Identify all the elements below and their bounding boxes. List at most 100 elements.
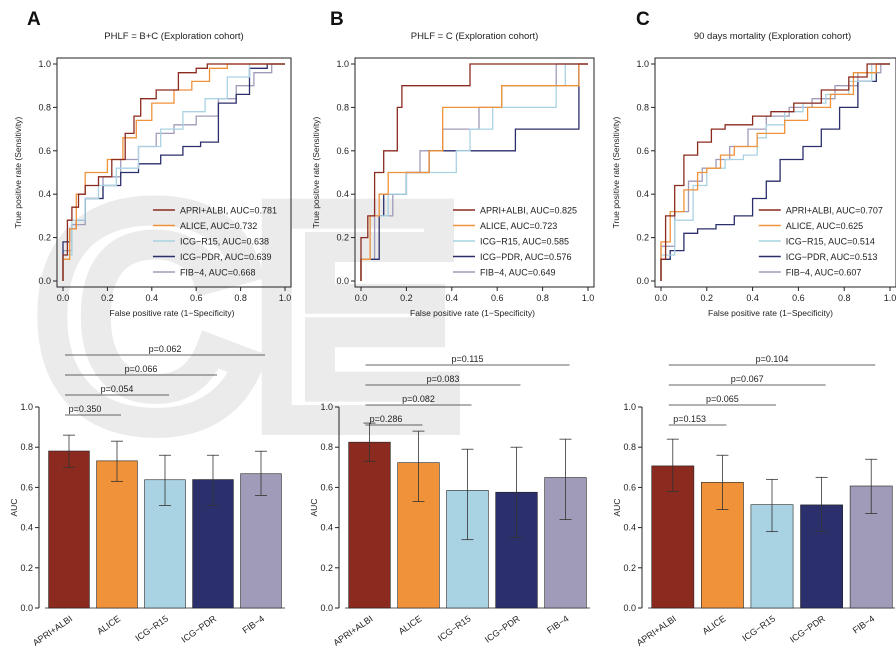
panel-letter: B <box>330 9 344 30</box>
y-tick-label: 1.0 <box>636 59 649 69</box>
p-value-label: p=0.066 <box>125 364 158 374</box>
y-tick-label: 0.6 <box>320 482 333 492</box>
x-tick-label: 0.0 <box>655 293 668 303</box>
y-tick-label: 0.2 <box>336 233 349 243</box>
y-tick-label: 1.0 <box>623 402 636 412</box>
y-tick-label: 0.4 <box>636 189 649 199</box>
legend-label: ICG−R15, AUC=0.638 <box>180 237 269 247</box>
category-label: ICG−R15 <box>740 613 777 643</box>
x-tick-label: 0.6 <box>190 293 203 303</box>
y-tick-label: 0.6 <box>20 482 33 492</box>
panel-letter: A <box>27 9 41 30</box>
y-tick-label: 0.8 <box>623 442 636 452</box>
y-axis-title: AUC <box>309 499 319 517</box>
legend-label: ICG−R15, AUC=0.585 <box>480 237 569 247</box>
y-tick-label: 0.2 <box>623 563 636 573</box>
category-label: ALICE <box>397 613 424 636</box>
y-tick-label: 0.2 <box>38 233 51 243</box>
y-tick-label: 0.8 <box>38 102 51 112</box>
category-label: FIB−4 <box>241 613 267 635</box>
roc-title: PHLF = C (Exploration cohort) <box>411 31 539 42</box>
y-tick-label: 0.0 <box>20 603 33 613</box>
x-axis-title: False positive rate (1−Specificity) <box>110 308 235 318</box>
roc-line-alice <box>660 63 890 281</box>
y-tick-label: 0.0 <box>636 276 649 286</box>
y-tick-label: 0.6 <box>623 482 636 492</box>
x-axis-title: False positive rate (1−Specificity) <box>708 308 833 318</box>
bar-panel-C: 0.0 0.2 0.4 0.6 0.8 1.0 AUC APRI+ALBI ALICE ICG−R… <box>612 354 895 648</box>
roc-line-apri+albi <box>660 63 890 281</box>
p-value-label: p=0.062 <box>149 344 182 354</box>
roc-line-alice <box>62 63 285 281</box>
p-value-label: p=0.067 <box>731 374 764 384</box>
y-tick-label: 0.4 <box>38 189 51 199</box>
legend-label: ICG−R15, AUC=0.514 <box>786 237 875 247</box>
legend-label: FIB−4, AUC=0.607 <box>786 268 862 278</box>
category-label: ALICE <box>701 613 728 636</box>
category-label: ICG−R15 <box>133 613 170 643</box>
roc-line-icg-pdr <box>660 63 890 281</box>
x-tick-label: 0.6 <box>491 293 504 303</box>
y-tick-label: 1.0 <box>38 59 51 69</box>
y-tick-label: 0.8 <box>20 442 33 452</box>
category-label: APRI+ALBI <box>31 613 74 647</box>
roc-plot-frame <box>56 57 292 288</box>
y-tick-label: 1.0 <box>20 402 33 412</box>
y-axis-title: True positive rate (Sensitivity) <box>611 117 621 229</box>
p-value-label: p=0.104 <box>756 354 789 364</box>
y-tick-label: 0.8 <box>636 102 649 112</box>
x-tick-label: 1.0 <box>884 293 896 303</box>
y-tick-label: 0.8 <box>320 442 333 452</box>
roc-plot-frame <box>654 57 896 288</box>
y-tick-label: 0.8 <box>336 102 349 112</box>
category-label: ICG−PDR <box>788 613 827 645</box>
legend-label: ICG−PDR, AUC=0.639 <box>180 252 272 262</box>
y-axis-title: AUC <box>9 499 19 517</box>
legend-label: APRI+ALBI, AUC=0.781 <box>180 206 277 216</box>
category-label: ICG−R15 <box>436 613 473 643</box>
x-tick-label: 0.8 <box>536 293 549 303</box>
y-tick-label: 0.4 <box>320 523 333 533</box>
p-value-label: p=0.153 <box>673 414 706 424</box>
x-tick-label: 0.4 <box>146 293 159 303</box>
legend-label: FIB−4, AUC=0.649 <box>480 268 556 278</box>
category-label: ICG−PDR <box>179 613 218 645</box>
x-tick-label: 1.0 <box>279 293 292 303</box>
bar-apri+albi <box>348 441 391 609</box>
x-tick-label: 0.2 <box>400 293 413 303</box>
bar-fib-4 <box>544 477 587 609</box>
roc-line-apri+albi <box>360 63 588 281</box>
p-value-label: p=0.054 <box>101 384 134 394</box>
category-label: ALICE <box>95 613 122 636</box>
panel-letter: C <box>636 9 650 30</box>
y-tick-label: 0.0 <box>623 603 636 613</box>
x-axis-title: False positive rate (1−Specificity) <box>410 308 535 318</box>
p-value-label: p=0.350 <box>69 404 102 414</box>
legend-label: ICG−PDR, AUC=0.576 <box>480 252 572 262</box>
roc-line-apri+albi <box>62 63 285 281</box>
roc-panel-A: A PHLF = B+C (Exploration cohort) 0.0 0.0 0.… <box>13 9 292 318</box>
roc-panel-C: C 90 days mortality (Exploration cohort) 0… <box>611 9 896 318</box>
x-tick-label: 0.8 <box>838 293 851 303</box>
bar-fib-4 <box>240 473 282 609</box>
y-tick-label: 0.6 <box>38 146 51 156</box>
legend-label: FIB−4, AUC=0.668 <box>180 268 256 278</box>
roc-title: 90 days mortality (Exploration cohort) <box>694 31 851 42</box>
x-tick-label: 0.0 <box>355 293 368 303</box>
p-value-label: p=0.115 <box>451 354 483 364</box>
roc-plot-frame <box>354 57 595 288</box>
y-tick-label: 0.4 <box>20 523 33 533</box>
roc-line-icg-r15 <box>62 63 285 281</box>
y-axis-title: True positive rate (Sensitivity) <box>311 117 321 229</box>
category-label: APRI+ALBI <box>331 613 374 647</box>
roc-line-icg-r15 <box>660 63 890 281</box>
y-tick-label: 1.0 <box>336 59 349 69</box>
y-tick-label: 0.0 <box>320 603 333 613</box>
category-label: ICG−PDR <box>483 613 522 645</box>
x-tick-label: 0.2 <box>701 293 714 303</box>
legend-label: APRI+ALBI, AUC=0.825 <box>480 206 577 216</box>
p-value-label: p=0.065 <box>706 394 739 404</box>
bar-apri+albi <box>48 450 90 609</box>
x-tick-label: 0.2 <box>101 293 114 303</box>
